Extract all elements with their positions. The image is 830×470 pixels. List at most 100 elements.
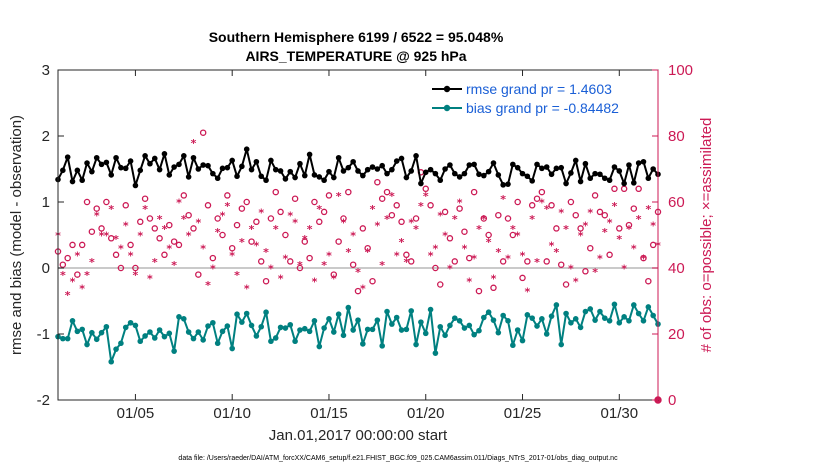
- obs-possible-point: [451, 258, 459, 265]
- rmse-point: [577, 178, 584, 185]
- obs-assimilated-point: *: [650, 220, 656, 233]
- rmse-point: [340, 168, 347, 174]
- bias-point: [350, 327, 356, 333]
- obs-assimilated-point: *: [157, 213, 163, 226]
- obs-possible-point: [407, 258, 415, 265]
- bias-point: [118, 340, 124, 347]
- rmse-point: [311, 172, 318, 178]
- obs-possible-point: [204, 202, 212, 209]
- obs-possible-point: [291, 195, 299, 202]
- obs-assimilated-point: *: [515, 230, 521, 243]
- bias-point: [103, 323, 110, 330]
- bias-point: [505, 318, 511, 324]
- rmse-point: [626, 162, 632, 168]
- obs-assimilated-point: *: [350, 230, 356, 243]
- obs-assimilated-point: *: [437, 210, 443, 223]
- obs-assimilated-point: *: [466, 276, 472, 289]
- obs-assimilated-point: *: [147, 272, 153, 285]
- rmse-point: [166, 172, 173, 178]
- rmse-point: [403, 174, 410, 181]
- bias-point: [427, 306, 434, 313]
- obs-assimilated-point: *: [394, 249, 400, 262]
- obs-possible-point: [277, 208, 284, 216]
- y-axis-left: -2 -1 0 1 2 3: [37, 62, 64, 409]
- rmse-point: [640, 158, 647, 165]
- bias-point: [364, 326, 371, 333]
- obs-possible-point: [233, 221, 241, 229]
- bias-point: [326, 316, 332, 322]
- obs-assimilated-point: *: [471, 253, 477, 266]
- bias-point: [311, 318, 318, 324]
- legend-rmse-label: rmse grand pr = 1.4603: [466, 81, 612, 97]
- obs-assimilated-point: *: [583, 220, 589, 233]
- obs-possible-point: [611, 185, 618, 193]
- bias-point: [98, 329, 105, 336]
- obs-possible-point: [127, 241, 134, 249]
- obs-possible-point: [112, 251, 120, 259]
- obs-assimilated-point: *: [476, 223, 482, 236]
- bias-point: [142, 333, 148, 339]
- x-tick-label: 01/20: [407, 405, 445, 422]
- obs-possible-point: [567, 198, 575, 206]
- rmse-point: [548, 171, 555, 178]
- obs-assimilated-point: *: [389, 190, 395, 203]
- bias-point: [224, 323, 231, 329]
- obs-possible-point: [441, 208, 449, 216]
- rmse-point: [64, 154, 71, 160]
- rmse-point: [147, 160, 153, 167]
- rmse-point: [214, 175, 221, 182]
- obs-assimilated-point: *: [128, 249, 134, 262]
- rmse-point: [505, 181, 511, 187]
- obs-possible-point: [107, 235, 115, 242]
- bias-point: [553, 302, 560, 308]
- obs-possible-point: [190, 225, 197, 232]
- x-tick-label: 01/10: [213, 405, 251, 422]
- rmse-point: [316, 174, 323, 180]
- obs-assimilated-point: *: [462, 243, 468, 256]
- rmse-point: [171, 164, 177, 170]
- obs-assimilated-point: *: [229, 249, 235, 262]
- obs-assimilated-point: *: [616, 233, 622, 246]
- bias-point: [558, 341, 565, 348]
- rmse-point: [113, 154, 119, 161]
- obs-assimilated-point: *: [104, 230, 110, 243]
- chart-subtitle: AIRS_TEMPERATURE @ 925 hPa: [245, 48, 466, 64]
- rmse-point: [282, 176, 289, 182]
- bias-point: [195, 329, 202, 335]
- rmse-point: [74, 167, 81, 174]
- bias-point: [403, 326, 410, 333]
- rmse-point: [374, 166, 381, 172]
- bias-point: [74, 328, 81, 335]
- obs-possible-point: [199, 129, 207, 136]
- obs-assimilated-point: *: [360, 282, 366, 295]
- obs-assimilated-point: *: [205, 279, 211, 292]
- bias-point: [316, 343, 323, 350]
- rmse-point: [621, 180, 627, 187]
- obs-possible-point: [645, 277, 652, 285]
- bias-point: [621, 314, 627, 320]
- legend: rmse grand pr = 1.4603 bias grand pr = -…: [426, 78, 652, 118]
- obs-possible-point: [577, 225, 584, 232]
- rmse-point: [534, 161, 540, 168]
- rmse-point: [345, 164, 352, 171]
- rmse-point: [606, 177, 613, 184]
- obs-assimilated-point: *: [457, 197, 463, 210]
- obs-possible-point: [437, 281, 444, 288]
- bias-point: [568, 319, 574, 326]
- obs-possible-point: [195, 271, 202, 278]
- bias-point: [345, 304, 352, 311]
- obs-assimilated-point: *: [321, 259, 327, 272]
- obs-possible-point: [528, 202, 536, 209]
- obs-assimilated-point: *: [186, 230, 192, 243]
- obs-possible-point: [606, 251, 613, 259]
- bias-point: [176, 314, 182, 320]
- obs-assimilated-point: *: [287, 210, 293, 223]
- obs-possible-point: [432, 264, 439, 272]
- bias-point: [127, 319, 134, 326]
- bias-point: [60, 335, 66, 342]
- obs-assimilated-point: *: [447, 263, 453, 276]
- obs-assimilated-point: *: [331, 272, 337, 285]
- obs-possible-point: [427, 202, 434, 209]
- obs-assimilated-point: *: [234, 269, 240, 282]
